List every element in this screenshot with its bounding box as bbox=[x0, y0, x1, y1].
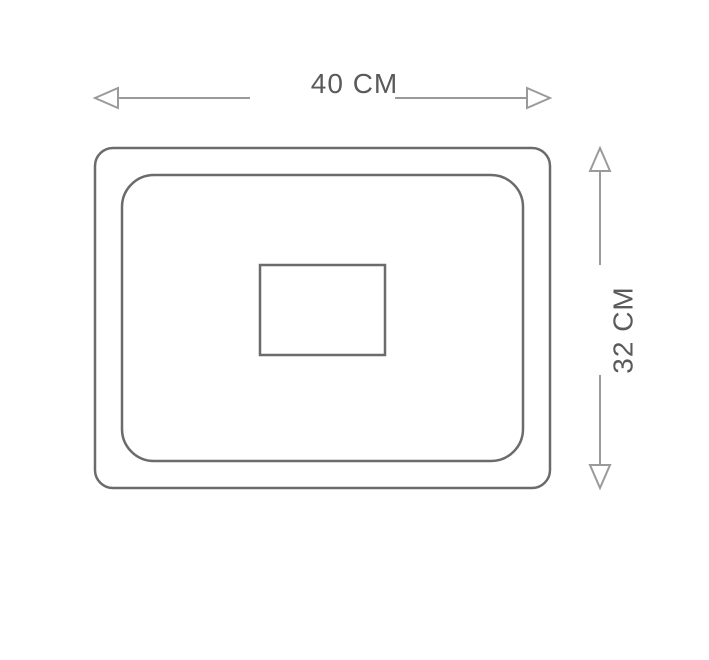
arrow-up-icon bbox=[590, 148, 610, 171]
arrow-left-icon bbox=[95, 88, 118, 108]
inner-rect bbox=[260, 265, 385, 355]
width-label: 40 CM bbox=[311, 68, 398, 100]
arrow-right-icon bbox=[527, 88, 550, 108]
height-label: 32 CM bbox=[607, 286, 639, 373]
middle-rect bbox=[122, 175, 523, 461]
arrow-down-icon bbox=[590, 465, 610, 488]
outer-rect bbox=[95, 148, 550, 488]
